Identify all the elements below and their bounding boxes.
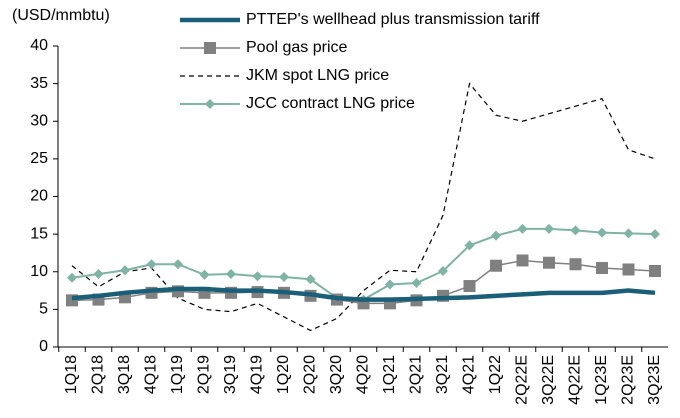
marker bbox=[517, 223, 528, 234]
legend-label: JKM spot LNG price bbox=[246, 67, 389, 84]
y-tick-label: 25 bbox=[30, 150, 48, 167]
marker bbox=[93, 269, 104, 280]
legend-label: PTTEP's wellhead plus transmission tarif… bbox=[246, 11, 540, 28]
legend-label: Pool gas price bbox=[246, 39, 347, 56]
series-line bbox=[71, 286, 656, 302]
marker bbox=[490, 259, 502, 272]
marker bbox=[67, 272, 77, 283]
marker bbox=[199, 269, 210, 280]
x-tick-label: 2Q18 bbox=[90, 355, 107, 394]
marker bbox=[438, 265, 448, 276]
marker bbox=[516, 254, 529, 267]
marker bbox=[411, 278, 422, 289]
legend-label: JCC contract LNG price bbox=[246, 95, 415, 112]
marker bbox=[385, 279, 395, 290]
x-tick-label: 2Q23E bbox=[620, 355, 637, 405]
x-tick-label: 1Q19 bbox=[169, 355, 186, 394]
marker bbox=[491, 230, 501, 241]
marker bbox=[120, 265, 130, 276]
y-tick-label: 0 bbox=[39, 338, 48, 355]
y-tick-label: 30 bbox=[30, 112, 48, 129]
x-tick-label: 2Q21 bbox=[408, 355, 425, 394]
x-tick-label: 3Q22E bbox=[540, 355, 557, 405]
x-tick-label: 3Q20 bbox=[328, 355, 345, 394]
marker bbox=[569, 258, 582, 271]
marker bbox=[204, 42, 216, 54]
y-axis-label: (USD/mmbtu) bbox=[12, 7, 110, 24]
marker bbox=[650, 229, 660, 240]
x-tick-label: 3Q18 bbox=[116, 355, 133, 394]
x-tick-label: 3Q21 bbox=[434, 355, 451, 394]
y-tick-label: 15 bbox=[30, 225, 48, 242]
x-tick-label: 1Q23E bbox=[593, 355, 610, 405]
x-tick-label: 1Q18 bbox=[63, 355, 80, 394]
marker bbox=[226, 269, 236, 280]
marker bbox=[146, 259, 157, 270]
marker bbox=[570, 225, 581, 236]
y-tick-label: 35 bbox=[30, 75, 48, 92]
x-tick-label: 4Q21 bbox=[461, 355, 478, 394]
x-tick-label: 2Q20 bbox=[302, 355, 319, 394]
x-tick-label: 3Q23E bbox=[646, 355, 663, 405]
marker bbox=[173, 259, 183, 270]
x-tick-label: 4Q22E bbox=[567, 355, 584, 405]
x-tick-label: 1Q20 bbox=[275, 355, 292, 394]
marker bbox=[205, 99, 215, 109]
marker bbox=[543, 256, 555, 269]
marker bbox=[623, 228, 634, 239]
marker bbox=[596, 261, 608, 274]
marker bbox=[279, 272, 289, 283]
y-tick-label: 10 bbox=[30, 263, 48, 280]
x-tick-label: 1Q21 bbox=[381, 355, 398, 394]
x-tick-label: 4Q20 bbox=[355, 355, 372, 394]
marker bbox=[252, 271, 263, 282]
x-tick-label: 4Q18 bbox=[143, 355, 160, 394]
y-tick-label: 40 bbox=[30, 37, 48, 54]
x-tick-label: 2Q19 bbox=[196, 355, 213, 394]
y-tick-label: 5 bbox=[39, 301, 48, 318]
x-tick-label: 2Q22E bbox=[514, 355, 531, 405]
marker bbox=[305, 274, 316, 285]
marker bbox=[622, 263, 635, 276]
x-tick-label: 1Q22 bbox=[487, 355, 504, 394]
y-tick-label: 20 bbox=[30, 188, 48, 205]
x-tick-label: 4Q19 bbox=[249, 355, 266, 394]
x-tick-label: 3Q19 bbox=[222, 355, 239, 394]
marker bbox=[463, 280, 476, 293]
marker bbox=[464, 240, 475, 251]
marker bbox=[544, 223, 554, 234]
marker bbox=[649, 264, 661, 277]
marker bbox=[597, 227, 607, 238]
